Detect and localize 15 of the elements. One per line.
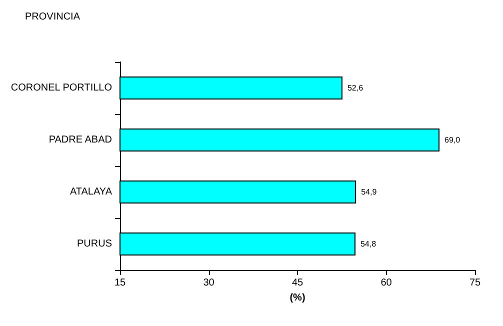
x-axis-title: (%) xyxy=(290,292,306,304)
y-tick-label: PADRE ABAD xyxy=(48,134,112,146)
x-tick-label: 75 xyxy=(469,278,481,288)
x-tick-label: 60 xyxy=(380,278,392,288)
x-tick-label: 15 xyxy=(114,278,126,288)
data-label: 52,6 xyxy=(347,84,364,92)
y-tick-label: PURUS xyxy=(76,238,112,250)
data-label: 69,0 xyxy=(444,136,461,144)
data-label: 54,9 xyxy=(361,188,378,196)
data-label: 54,8 xyxy=(360,240,377,248)
y-tick-label: CORONEL PORTILLO xyxy=(10,82,112,94)
x-tick-label: 30 xyxy=(203,278,215,288)
x-tick-label: 45 xyxy=(292,278,304,288)
y-axis-title: PROVINCIA xyxy=(25,12,80,22)
y-tick-label: ATALAYA xyxy=(70,186,112,198)
